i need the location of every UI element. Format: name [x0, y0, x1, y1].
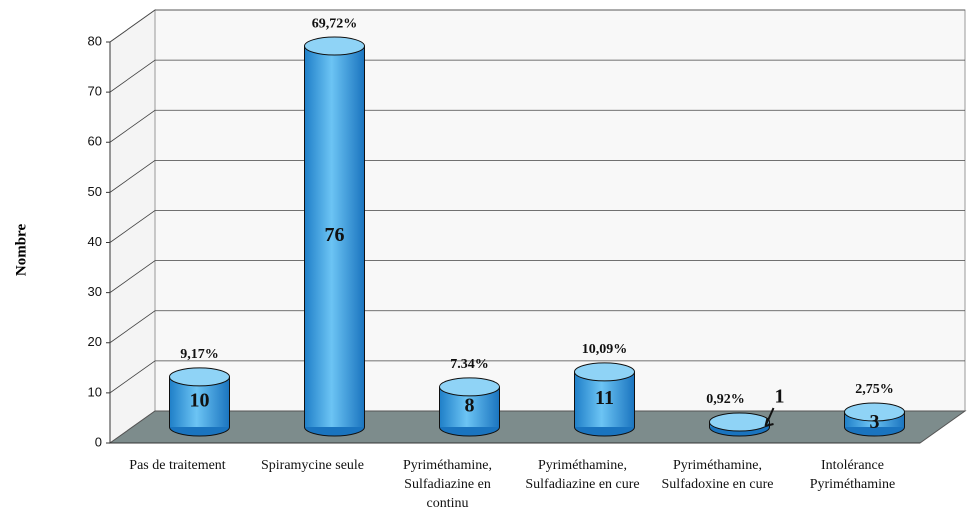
cylinder-top [709, 412, 770, 432]
x-tick-label: Spiramycine seule [260, 458, 365, 473]
y-tick-label: 10 [88, 384, 102, 399]
y-tick-label: 20 [88, 334, 102, 349]
cylinder [844, 402, 905, 437]
cylinder-top [439, 377, 500, 397]
cylinder-top [169, 367, 230, 387]
value-label: 10 [190, 390, 210, 412]
value-label: 1 [775, 386, 785, 408]
percent-label: 0,92% [706, 392, 745, 407]
value-label: 76 [325, 224, 345, 246]
grid-line [109, 9, 965, 43]
percent-label: 2,75% [855, 382, 894, 397]
cylinder-top [304, 36, 365, 56]
y-tick-label: 80 [88, 33, 102, 48]
arrow [764, 407, 775, 427]
cylinder-body [304, 46, 365, 428]
y-tick-label: 70 [88, 84, 102, 99]
x-tick-label: Pyriméthamine, Sulfadoxine en cure [661, 458, 774, 492]
grid-line [109, 159, 965, 193]
cylinder [304, 36, 365, 437]
grid-line [109, 59, 965, 93]
cylinder [439, 377, 500, 437]
cylinder [709, 412, 770, 437]
value-label: 11 [595, 387, 614, 409]
y-axis-label: Nombre [13, 224, 29, 277]
percent-label: 10,09% [582, 342, 628, 357]
y-tick-label: 0 [95, 434, 102, 449]
cylinder-top [574, 362, 635, 382]
x-tick-label: Pas de traitement [129, 458, 226, 473]
grid-line [109, 310, 965, 344]
value-label: 3 [870, 411, 880, 433]
x-tick-label: Intolérance Pyriméthamine [809, 458, 896, 492]
x-tick-label: Pyriméthamine, Sulfadiazine en continu [402, 458, 493, 511]
y-tick-label: 40 [88, 234, 102, 249]
grid-line [109, 360, 965, 394]
x-tick-label: Pyriméthamine, Sulfadiazine en cure [525, 458, 640, 492]
percent-label: 69,72% [312, 16, 358, 31]
y-tick-label: 60 [88, 134, 102, 149]
cylinder [574, 362, 635, 437]
floor [108, 410, 967, 444]
y-tick-label: 30 [88, 284, 102, 299]
grid-line [109, 109, 965, 143]
percent-label: 7.34% [450, 357, 489, 372]
cylinder-top [844, 402, 905, 422]
grid-line [109, 260, 965, 293]
cylinder [169, 367, 230, 437]
percent-label: 9,17% [180, 347, 219, 362]
grid-line [109, 210, 965, 243]
y-tick-label: 50 [88, 184, 102, 199]
value-label: 8 [465, 395, 475, 417]
